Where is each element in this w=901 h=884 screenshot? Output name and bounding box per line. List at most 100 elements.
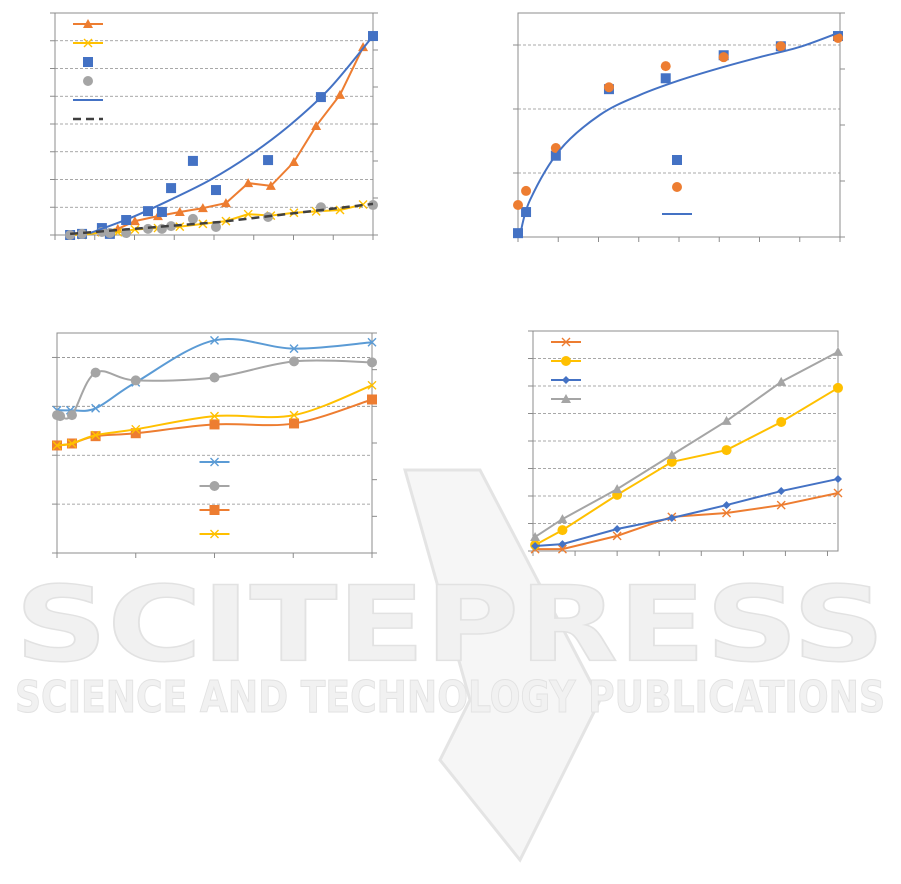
marker-circle	[832, 32, 843, 43]
chart	[513, 12, 845, 242]
marker-triangle	[288, 157, 299, 167]
marker-triangle	[721, 415, 732, 425]
series-line	[535, 491, 839, 551]
marker-diamond	[834, 474, 842, 483]
marker-x	[722, 508, 732, 518]
marker-circle	[776, 417, 787, 428]
legend-marker	[672, 182, 682, 192]
marker-x	[130, 224, 140, 234]
marker-x	[210, 335, 219, 345]
marker-triangle	[612, 484, 623, 494]
plot-frame	[56, 332, 373, 554]
marker-square	[660, 73, 671, 84]
marker-square	[156, 206, 167, 217]
legend-marker	[83, 38, 93, 48]
marker-x	[367, 380, 377, 390]
legend-marker	[210, 457, 219, 467]
chart	[52, 332, 377, 558]
marker-x	[91, 430, 101, 440]
marker-circle	[775, 41, 786, 52]
marker-circle	[66, 410, 77, 421]
marker-triangle	[174, 206, 185, 216]
marker-triangle	[776, 376, 787, 386]
legend-marker	[209, 505, 220, 515]
legend-marker	[83, 57, 93, 67]
marker-triangle	[311, 120, 322, 130]
plot-frame	[517, 12, 841, 238]
marker-circle	[557, 525, 568, 536]
marker-diamond	[613, 525, 622, 533]
marker-x	[833, 488, 843, 498]
watermark-subtitle: SCIENCE AND TECHNOLOGY PUBLICATIONS	[15, 672, 885, 723]
marker-square	[210, 185, 221, 196]
marker-circle	[718, 52, 729, 63]
marker-x	[358, 199, 368, 209]
marker-circle	[55, 411, 66, 422]
marker-triangle	[129, 216, 140, 226]
legend-marker	[562, 376, 570, 384]
series-line	[56, 359, 373, 420]
marker-circle	[187, 213, 198, 224]
legend-marker	[210, 529, 219, 539]
series-line	[70, 202, 374, 236]
marker-triangle	[530, 531, 541, 541]
marker-triangle	[220, 198, 231, 208]
marker-x	[175, 222, 185, 232]
watermark: SCITEPRESS SCIENCE AND TECHNOLOGY PUBLIC…	[14, 468, 886, 863]
legend-marker	[561, 337, 571, 347]
series-line	[519, 31, 841, 236]
legend-marker	[83, 19, 93, 28]
marker-circle	[603, 82, 614, 93]
marker-triangle	[358, 42, 369, 52]
marker-square	[130, 428, 141, 439]
marker-x	[557, 544, 567, 554]
marker-circle	[130, 375, 141, 386]
series-line	[534, 387, 839, 546]
marker-square	[289, 418, 300, 429]
marker-diamond	[558, 540, 567, 549]
marker-triangle	[666, 450, 677, 460]
series-line	[535, 477, 839, 548]
marker-circle	[666, 456, 677, 467]
marker-x	[91, 403, 101, 413]
marker-x	[612, 531, 622, 541]
marker-circle	[833, 382, 843, 393]
legend-marker	[209, 481, 220, 491]
marker-square	[187, 155, 198, 166]
marker-circle	[209, 372, 220, 383]
marker-triangle	[243, 178, 254, 188]
marker-x	[67, 438, 77, 448]
marker-x	[776, 500, 786, 510]
marker-circle	[65, 230, 76, 240]
chart	[528, 330, 843, 556]
marker-x	[289, 410, 299, 420]
marker-circle	[660, 61, 671, 72]
marker-square	[513, 228, 523, 239]
watermark-logo	[403, 468, 602, 863]
series-line	[89, 35, 374, 234]
marker-x	[210, 411, 219, 421]
marker-square	[367, 394, 377, 405]
marker-x	[131, 424, 141, 434]
marker-circle	[90, 367, 101, 378]
marker-triangle	[197, 203, 208, 213]
marker-circle	[77, 228, 88, 239]
marker-x	[52, 440, 62, 450]
marker-x	[289, 344, 299, 354]
legend-marker	[672, 155, 682, 165]
chart	[50, 12, 378, 240]
marker-circle	[513, 200, 523, 210]
marker-square	[209, 419, 220, 430]
legend-marker	[83, 76, 93, 86]
marker-x	[367, 337, 377, 347]
marker-circle	[367, 357, 377, 368]
marker-diamond	[722, 501, 731, 510]
marker-x	[243, 209, 253, 219]
legend-marker	[561, 394, 571, 403]
marker-square	[263, 155, 274, 166]
marker-circle	[521, 185, 532, 196]
marker-circle	[166, 221, 177, 232]
marker-circle	[210, 221, 221, 232]
